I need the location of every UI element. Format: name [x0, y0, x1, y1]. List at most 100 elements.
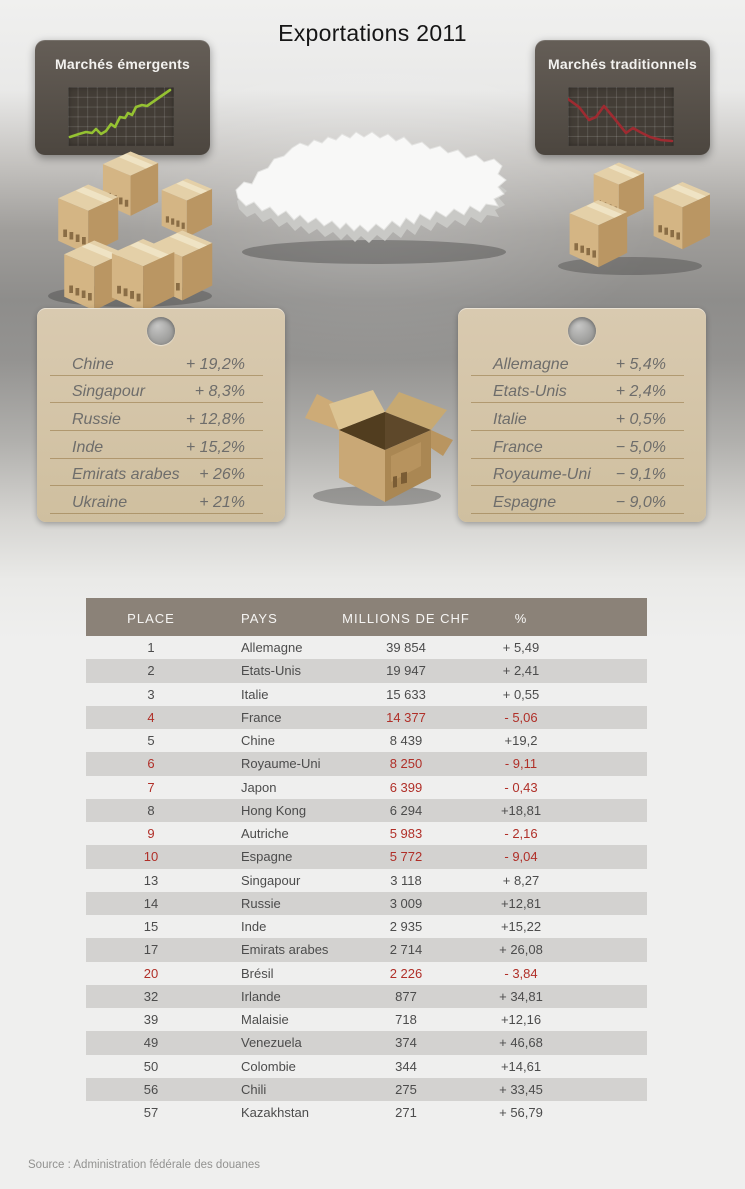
- card-percent-value: − 5,0%: [615, 438, 666, 456]
- table-row: 56 Chili 275 + 33,45: [86, 1077, 647, 1101]
- cell-place: 7: [147, 779, 155, 795]
- cell-country: France: [241, 709, 282, 725]
- emerging-trend-chart: [68, 87, 174, 146]
- card-country-label: Allemagne: [493, 355, 569, 373]
- cell-country: Russie: [241, 895, 281, 911]
- card-percent-value: + 2,4%: [615, 383, 666, 401]
- card-row: Etats-Unis + 2,4%: [471, 376, 684, 404]
- table-row: 14 Russie 3 009 +12,81: [86, 891, 647, 915]
- panel-traditional-label: Marchés traditionnels: [548, 56, 697, 72]
- card-row: Espagne − 9,0%: [471, 486, 684, 515]
- card-row: Royaume-Uni − 9,1%: [471, 459, 684, 487]
- traditional-list: Allemagne + 5,4% Etats-Unis + 2,4% Italie + 0…: [471, 348, 684, 515]
- cell-chf: 8 250: [389, 756, 423, 772]
- cardboard-boxes-left-illustration: [48, 151, 213, 308]
- cell-place: 3: [147, 686, 155, 702]
- card-percent-value: + 8,3%: [194, 383, 245, 401]
- card-percent-value: + 12,8%: [185, 411, 245, 429]
- table-row: 6 Royaume-Uni 8 250 - 9,11: [86, 752, 647, 776]
- cell-place: 10: [143, 849, 159, 865]
- cell-country: Emirats arabes: [241, 942, 329, 958]
- table-row: 15 Inde 2 935 +15,22: [86, 915, 647, 938]
- emerging-list: Chine + 19,2% Singapour + 8,3% Russie + 12,8%…: [50, 348, 263, 515]
- cell-percent: + 26,08: [499, 942, 543, 958]
- card-percent-value: + 19,2%: [185, 355, 245, 373]
- cell-percent: + 0,55: [502, 686, 540, 702]
- table-row: 3 Italie 15 633 + 0,55: [86, 683, 647, 706]
- cell-chf: 2 226: [389, 965, 423, 981]
- cell-percent: +18,81: [500, 802, 542, 818]
- table-row: 49 Venezuela 374 + 46,68: [86, 1031, 647, 1055]
- trend-down-line-icon: [568, 97, 674, 143]
- traditional-trend-chart: [568, 87, 674, 146]
- cell-chf: 877: [395, 988, 417, 1004]
- cell-percent: + 8,27: [502, 872, 540, 888]
- cell-percent: + 56,79: [499, 1105, 543, 1121]
- cell-chf: 275: [395, 1081, 417, 1097]
- table-row: 1 Allemagne 39 854 + 5,49: [86, 636, 647, 659]
- card-row: France − 5,0%: [471, 431, 684, 459]
- cell-place: 8: [147, 802, 155, 818]
- cell-country: Brésil: [241, 965, 274, 981]
- table-row: 32 Irlande 877 + 34,81: [86, 984, 647, 1008]
- cell-chf: 3 009: [389, 895, 423, 911]
- cell-country: Malaisie: [241, 1012, 289, 1028]
- cell-country: Kazakhstan: [241, 1105, 309, 1121]
- cell-place: 15: [143, 919, 159, 935]
- cell-place: 14: [143, 895, 159, 911]
- table-row: 50 Colombie 344 +14,61: [86, 1055, 647, 1078]
- cell-place: 49: [143, 1035, 159, 1051]
- card-country-label: Ukraine: [72, 494, 128, 512]
- cell-percent: - 5,06: [504, 709, 538, 725]
- cell-chf: 8 439: [389, 733, 423, 749]
- card-row: Italie + 0,5%: [471, 403, 684, 432]
- export-table-body: 1 Allemagne 39 854 + 5,49 2 Etats-Unis 19 947 +…: [86, 636, 647, 1124]
- cell-percent: - 3,84: [504, 965, 538, 981]
- switzerland-map-illustration: [235, 131, 507, 264]
- cell-place: 20: [143, 965, 159, 981]
- table-row: 2 Etats-Unis 19 947 + 2,41: [86, 659, 647, 683]
- card-country-label: Royaume-Uni: [493, 466, 591, 484]
- cell-chf: 5 772: [389, 849, 423, 865]
- export-table-header: PLACE PAYS MILLIONS DE CHF %: [86, 598, 647, 636]
- table-row: 8 Hong Kong 6 294 +18,81: [86, 798, 647, 822]
- cell-chf: 271: [395, 1105, 417, 1121]
- card-country-label: Emirats arabes: [72, 466, 180, 484]
- card-row: Inde + 15,2%: [50, 431, 263, 459]
- cell-percent: - 9,04: [504, 849, 538, 865]
- cell-place: 57: [143, 1105, 159, 1121]
- card-country-label: Singapour: [72, 383, 145, 401]
- cell-country: Chili: [241, 1081, 267, 1097]
- cell-chf: 6 399: [389, 779, 423, 795]
- card-percent-value: + 15,2%: [185, 438, 245, 456]
- cell-country: Venezuela: [241, 1035, 302, 1051]
- cell-chf: 2 935: [389, 919, 423, 935]
- cell-percent: + 2,41: [502, 663, 540, 679]
- pin-hole-icon: [568, 317, 596, 345]
- cell-country: Royaume-Uni: [241, 756, 321, 772]
- cell-chf: 39 854: [386, 640, 426, 656]
- cell-percent: + 33,45: [499, 1081, 543, 1097]
- cell-country: Allemagne: [241, 640, 303, 656]
- source-note: Source : Administration fédérale des dou…: [28, 1159, 261, 1171]
- cell-chf: 19 947: [386, 663, 426, 679]
- export-table: PLACE PAYS MILLIONS DE CHF % 1 Allemagne 3…: [86, 598, 647, 1124]
- cell-place: 9: [147, 826, 155, 842]
- table-row: 9 Autriche 5 983 - 2,16: [86, 822, 647, 845]
- card-percent-value: − 9,1%: [615, 466, 666, 484]
- card-country-label: Chine: [72, 355, 114, 373]
- cell-country: Hong Kong: [241, 802, 307, 818]
- cell-place: 2: [147, 663, 155, 679]
- table-row: 17 Emirats arabes 2 714 + 26,08: [86, 938, 647, 962]
- card-percent-value: + 21%: [199, 494, 245, 512]
- cell-country: Autriche: [241, 826, 289, 842]
- cell-percent: + 34,81: [499, 988, 543, 1004]
- cell-percent: - 9,11: [504, 756, 538, 772]
- cell-chf: 718: [395, 1012, 417, 1028]
- table-row: 10 Espagne 5 772 - 9,04: [86, 845, 647, 869]
- panel-traditional-markets: Marchés traditionnels: [535, 40, 710, 155]
- pin-hole-icon: [147, 317, 175, 345]
- card-row: Emirats arabes + 26%: [50, 459, 263, 487]
- card-traditional-markets: Allemagne + 5,4% Etats-Unis + 2,4% Italie + 0…: [458, 308, 706, 522]
